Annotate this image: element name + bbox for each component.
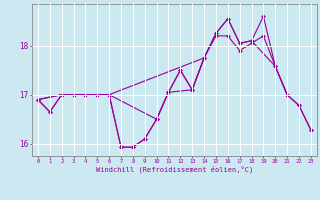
- X-axis label: Windchill (Refroidissement éolien,°C): Windchill (Refroidissement éolien,°C): [96, 166, 253, 173]
